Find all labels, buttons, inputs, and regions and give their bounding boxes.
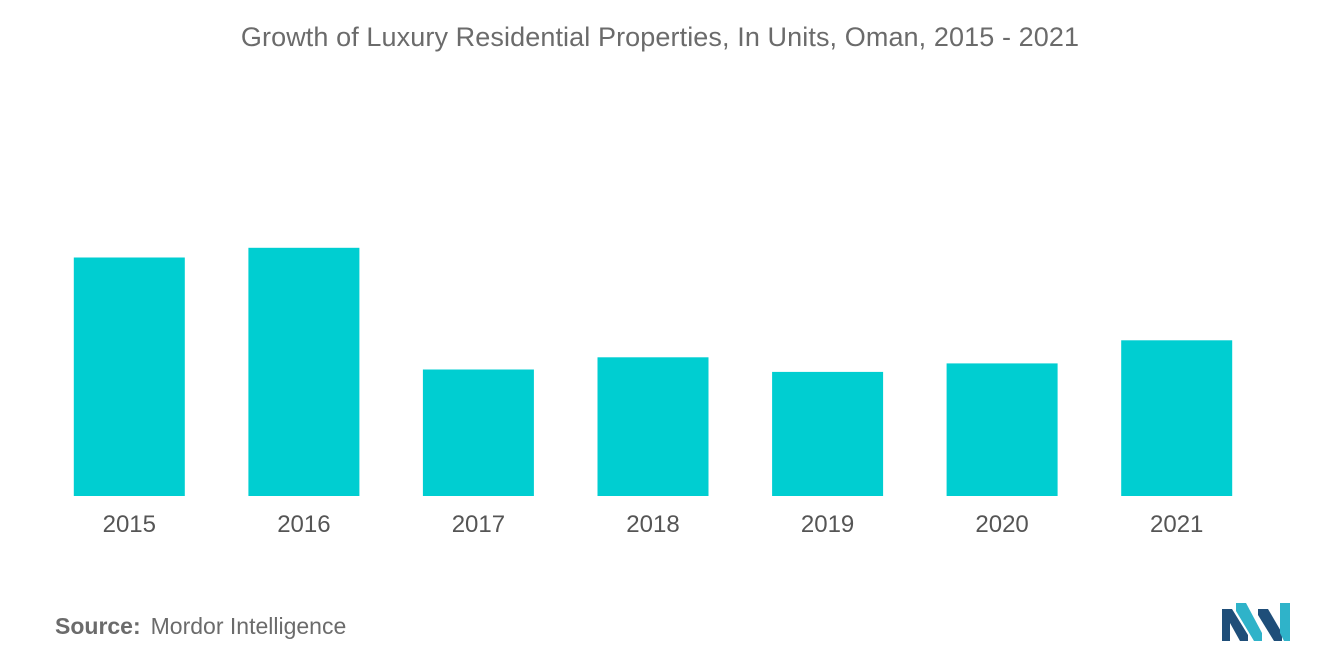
x-tick-label-2020: 2020 [975, 511, 1028, 538]
x-tick-label-2015: 2015 [103, 511, 156, 538]
source-line: Source: Mordor Intelligence [55, 613, 346, 640]
source-text: Mordor Intelligence [150, 613, 347, 639]
bar-2021 [1121, 340, 1233, 496]
bar-2016 [248, 247, 360, 496]
source-label: Source: [55, 613, 141, 639]
x-tick-label-2019: 2019 [801, 511, 854, 538]
chart-title: Growth of Luxury Residential Properties,… [240, 22, 1080, 52]
bar-2015 [73, 257, 185, 496]
bars-group [73, 247, 1233, 496]
x-axis-tick-labels: 2015 2016 2017 2018 2019 2020 2021 [103, 511, 1204, 538]
bar-2020 [946, 363, 1058, 496]
x-tick-label-2018: 2018 [626, 511, 679, 538]
x-tick-label-2021: 2021 [1150, 511, 1203, 538]
bar-2019 [772, 371, 884, 496]
bar-2017 [422, 369, 534, 496]
x-tick-label-2016: 2016 [277, 511, 330, 538]
x-tick-label-2017: 2017 [452, 511, 505, 538]
mordor-intelligence-logo-icon [1222, 603, 1290, 641]
bar-2018 [597, 357, 709, 496]
